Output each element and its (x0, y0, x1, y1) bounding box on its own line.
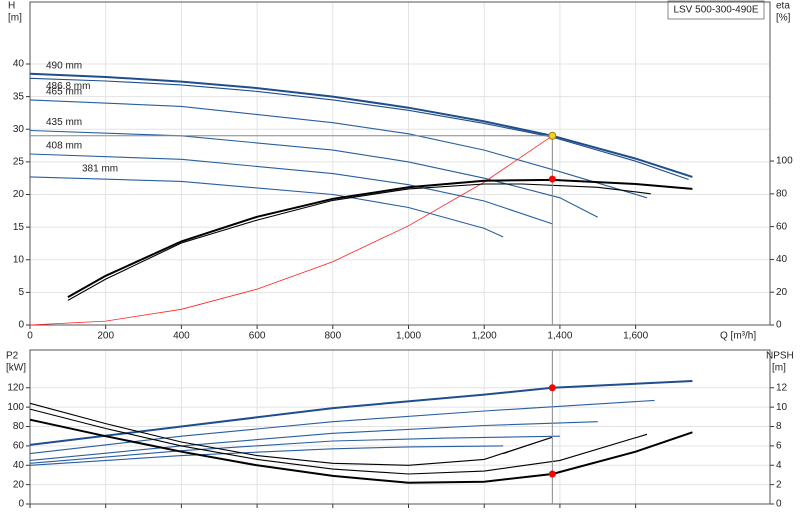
y2-tick-label: 0 (776, 320, 782, 331)
series-line (67, 178, 693, 298)
y2-tick-label: 2 (776, 479, 782, 490)
y-tick-label: 20 (13, 189, 25, 200)
y-tick-label: 40 (13, 59, 25, 70)
y-unit: [kW] (6, 363, 26, 374)
y-tick-label: 35 (13, 91, 25, 102)
y2-tick-label: 40 (776, 254, 788, 265)
x-tick-label: 200 (97, 331, 114, 342)
y2-tick-label: 8 (776, 421, 782, 432)
y-tick-label: 25 (13, 157, 25, 168)
y2-label: eta (776, 1, 790, 12)
duty-point (548, 175, 556, 183)
y2-tick-label: 60 (776, 221, 788, 232)
y2-tick-label: 12 (776, 382, 788, 393)
y-tick-label: 15 (13, 222, 25, 233)
series-line (67, 183, 651, 301)
duty-point (548, 470, 556, 478)
series-line (29, 153, 553, 225)
series-line (29, 445, 504, 466)
series-line (29, 99, 648, 199)
y-tick-label: 30 (13, 124, 25, 135)
series-label: 408 mm (46, 141, 82, 152)
x-tick-label: 1,000 (396, 331, 421, 342)
y2-unit: [%] (776, 13, 791, 24)
x-tick-label: 800 (324, 331, 341, 342)
chart-title: LSV 500-300-490E (673, 5, 758, 16)
series-label: 465 mm (46, 87, 82, 98)
y-tick-label: 80 (13, 421, 25, 432)
series-line (29, 435, 560, 464)
series-line (29, 418, 693, 484)
series-line (29, 77, 689, 181)
y-tick-label: 10 (13, 254, 25, 265)
series-line (29, 380, 693, 446)
y-tick-label: 20 (13, 479, 25, 490)
x-tick-label: 1,600 (623, 331, 648, 342)
series-label: 490 mm (46, 60, 82, 71)
y-label: H (8, 1, 15, 12)
y-tick-label: 100 (7, 402, 24, 413)
y2-tick-label: 80 (776, 188, 788, 199)
x-tick-label: 0 (27, 331, 33, 342)
title-box (667, 0, 765, 20)
y2-tick-label: 4 (776, 460, 782, 471)
y2-tick-label: 0 (776, 499, 782, 510)
series-label: 435 mm (46, 117, 82, 128)
x-label: Q [m³/h] (720, 331, 756, 342)
plot-frame (29, 1, 771, 326)
y-unit: [m] (8, 13, 22, 24)
y-tick-label: 5 (18, 287, 24, 298)
series-label: 381 mm (82, 164, 118, 175)
duty-point (548, 384, 556, 392)
x-tick-label: 600 (249, 331, 266, 342)
y-label: P2 (6, 351, 19, 362)
series-line (29, 402, 553, 466)
duty-point (548, 131, 557, 140)
series-line (29, 421, 598, 461)
x-tick-label: 400 (173, 331, 190, 342)
y2-tick-label: 100 (776, 156, 793, 167)
x-tick-label: 1,400 (547, 331, 572, 342)
x-tick-label: 1,200 (472, 331, 497, 342)
y-tick-label: 40 (13, 460, 25, 471)
series-line (29, 135, 553, 326)
y2-label: NPSH (766, 351, 794, 362)
series-line (29, 72, 693, 178)
y2-tick-label: 6 (776, 441, 782, 452)
y-tick-label: 60 (13, 441, 25, 452)
y2-tick-label: 20 (776, 287, 788, 298)
y-tick-label: 0 (18, 320, 24, 331)
y-tick-label: 0 (18, 499, 24, 510)
series-label: 486.8 mm (46, 81, 90, 92)
plot-frame (29, 349, 771, 505)
y2-unit: [m] (772, 363, 786, 374)
series-line (29, 408, 648, 475)
y-tick-label: 120 (7, 382, 24, 393)
y2-tick-label: 10 (776, 402, 788, 413)
series-line (29, 176, 504, 238)
